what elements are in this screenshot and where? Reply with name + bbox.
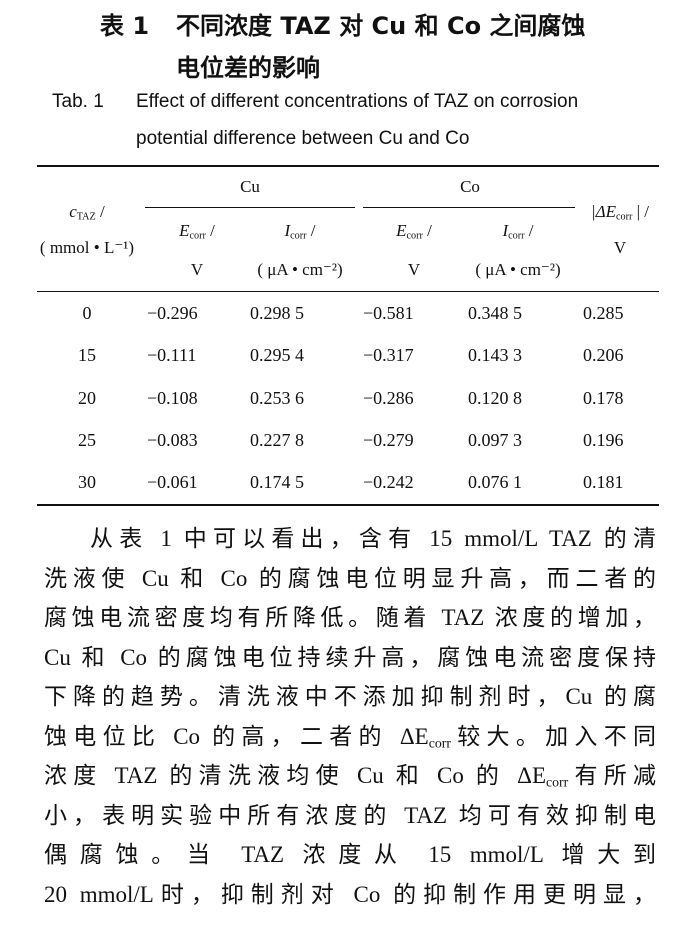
header-cell: cTAZ / [17, 202, 157, 223]
table-cell: 0.206 [583, 345, 624, 366]
table-rule [37, 504, 659, 506]
header-subscript: TAZ [76, 211, 96, 223]
header-unit: V [407, 260, 421, 279]
table-cell: 0.348 5 [468, 303, 522, 323]
text-run: 腐蚀电流密度均有所降低。随着 TAZ 浓度的增加， [44, 605, 656, 630]
paragraph-line: 从表 1 中可以看出，含有 15 mmol/L TAZ 的清 [90, 519, 656, 553]
caption-title-en: Effect of different concentrations of TA… [136, 91, 579, 112]
header-slash: / [306, 221, 316, 240]
header-slash: / [205, 221, 215, 240]
header-cell: Icorr / [448, 221, 588, 242]
paragraph-line: 腐蚀电流密度均有所降低。随着 TAZ 浓度的增加， [44, 598, 656, 632]
table-cell: −0.581 [363, 303, 414, 323]
header-slash: / [524, 221, 534, 240]
table-cell: −0.296 [147, 303, 198, 323]
text-run: 从表 1 中可以看出，含有 15 mmol/L TAZ 的清 [90, 526, 656, 551]
header-unit: V [190, 260, 204, 279]
text-run: 下降的趋势。清洗液中不添加抑制剂时，Cu 的腐 [44, 684, 656, 709]
table-cell: 0.076 1 [468, 472, 522, 493]
table-cell: 0.181 [583, 472, 624, 493]
header-subscript: corr [290, 230, 307, 242]
table-cell: 0.174 5 [250, 472, 304, 493]
table-cell: −0.111 [147, 345, 197, 366]
header-unit: ( μA • cm⁻²) [257, 260, 343, 279]
subscript: corr [546, 774, 569, 790]
header-slash: / [95, 202, 105, 221]
table-cell: −0.317 [363, 345, 414, 366]
header-cell: Ecorr / [127, 221, 267, 242]
paragraph-line: 小，表明实验中所有浓度的 TAZ 均可有效抑制电 [44, 796, 656, 830]
table-rule [363, 207, 575, 208]
table-cell: 0.285 [583, 303, 624, 323]
text-run: 较大。加入不同 [450, 723, 656, 749]
paragraph-line: Cu 和 Co 的腐蚀电位持续升高，腐蚀电流密度保持 [44, 638, 656, 672]
subscript: corr [428, 734, 451, 750]
table-rule [37, 165, 659, 167]
table-cell: 15 [78, 345, 96, 366]
header-subscript: corr [616, 211, 633, 223]
table-cell: 0.295 4 [250, 345, 304, 366]
header-cell: |ΔEcorr | / [550, 202, 690, 223]
text-run: 20 mmol/L时，抑制剂对 Co 的抑制作用更明显， [44, 881, 656, 907]
header-symbol: c [69, 202, 77, 221]
header-symbol: I [284, 221, 291, 240]
paragraph-line: 下降的趋势。清洗液中不添加抑制剂时，Cu 的腐 [44, 677, 656, 711]
caption-label: 表 1 [100, 12, 150, 40]
text-run: 偶腐蚀。当 TAZ 浓度从 15 mmol/L 增大到 [44, 842, 656, 867]
table-cell: −0.242 [363, 472, 414, 493]
table-cell: 0.227 8 [250, 429, 304, 450]
header-slash: / [422, 221, 432, 240]
header-subscript: corr [406, 230, 423, 242]
text-run: 洗液使 Cu 和 Co 的腐蚀电位明显升高，而二者的 [44, 565, 656, 591]
paragraph-line: 浓度 TAZ 的清洗液均使 Cu 和 Co 的 ΔEcorr有所减 [44, 756, 656, 790]
table-cell: 0.178 [583, 387, 624, 408]
text-run: 有所减 [568, 763, 657, 788]
paragraph-line: 偶腐蚀。当 TAZ 浓度从 15 mmol/L 增大到 [44, 835, 656, 869]
table-cell: 30 [78, 472, 96, 493]
header-slash: | / [632, 202, 650, 221]
table-cell: −0.108 [147, 387, 198, 408]
table-cell: 0.253 6 [250, 387, 304, 408]
table-cell: 0.097 3 [468, 429, 522, 450]
table-cell: 0.196 [583, 429, 624, 450]
paragraph-line: 蚀电位比 Co 的高，二者的 ΔEcorr较大。加入不同 [44, 717, 656, 751]
header-subscript: corr [189, 230, 206, 242]
paragraph-line: 20 mmol/L时，抑制剂对 Co 的抑制作用更明显， [44, 875, 656, 909]
table-cell: −0.083 [147, 429, 198, 450]
group-header: Co [460, 177, 480, 196]
caption-title: 不同浓度 TAZ 对 Cu 和 Co 之间腐蚀 [176, 12, 586, 40]
table-cell: −0.286 [363, 387, 414, 408]
caption-title: 电位差的影响 [176, 54, 320, 82]
header-symbol: E [396, 221, 407, 240]
table-cell: 0 [82, 303, 92, 323]
header-unit: ( μA • cm⁻²) [475, 260, 561, 279]
table-cell: 25 [78, 429, 96, 450]
text-run: 浓度 TAZ 的清洗液均使 Cu 和 Co 的 ΔE [44, 763, 547, 788]
header-unit: ( mmol • L⁻¹) [39, 238, 135, 257]
header-unit: V [613, 238, 627, 257]
header-cell: Ecorr / [344, 221, 484, 242]
table-cell: −0.279 [363, 429, 414, 450]
table-rule [145, 207, 355, 208]
caption-label-en: Tab. 1 [52, 91, 104, 112]
text-run: Cu 和 Co 的腐蚀电位持续升高，腐蚀电流密度保持 [44, 644, 656, 670]
group-header: Cu [240, 177, 260, 196]
header-subscript: corr [508, 230, 525, 242]
header-cell: Icorr / [230, 221, 370, 242]
table-cell: 0.143 3 [468, 345, 522, 366]
table-rule [37, 291, 659, 292]
header-symbol: E [179, 221, 190, 240]
table-cell: 0.120 8 [468, 387, 522, 408]
text-run: 小，表明实验中所有浓度的 TAZ 均可有效抑制电 [44, 802, 656, 828]
table-cell: 20 [78, 387, 96, 408]
table-cell: 0.298 5 [250, 303, 304, 323]
caption-title-en: potential difference between Cu and Co [136, 128, 470, 149]
header-symbol: |ΔE [590, 202, 616, 221]
paragraph-line: 洗液使 Cu 和 Co 的腐蚀电位明显升高，而二者的 [44, 559, 656, 593]
header-symbol: I [502, 221, 509, 240]
text-run: 蚀电位比 Co 的高，二者的 ΔE [44, 723, 429, 749]
table-cell: −0.061 [147, 472, 198, 493]
